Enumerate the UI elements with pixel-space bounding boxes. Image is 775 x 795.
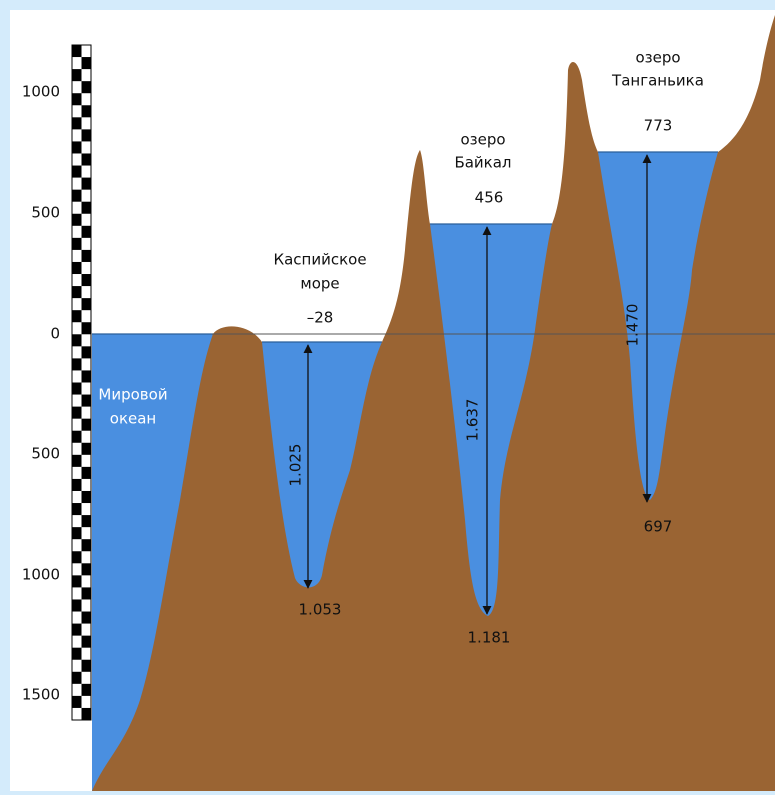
scale-check [72,117,82,130]
surface-lines [92,151,718,343]
scale-check [81,683,91,696]
scale-check [81,129,91,142]
scale-check [81,249,91,262]
scale-check [81,611,91,624]
scale-check [72,503,82,516]
scale-check [72,575,82,588]
scale-check [81,81,91,94]
depth-label: 1.470 [624,304,642,347]
scale-check [72,93,82,106]
scale-check [72,237,82,250]
scale-check [81,707,91,720]
scale-check [81,177,91,190]
scale-check [81,346,91,359]
bottom-level: 1.181 [468,629,511,647]
surface-level: –28 [307,309,334,327]
lake-name: Байкал [454,154,511,172]
scale-check [81,659,91,672]
surface-level: 773 [644,117,673,135]
scale-check [72,358,82,371]
ocean-label: океан [110,410,156,428]
scale-check [72,551,82,564]
scale-check [81,515,91,528]
bottom-level: 1.053 [299,601,342,619]
scale-check [72,286,82,299]
lake-name: море [300,275,339,293]
scale-label: 500 [31,445,60,463]
depth-arrows [303,154,652,615]
scale-check [81,225,91,238]
scale-check [72,671,82,684]
scale-check [72,695,82,708]
lake-name: озеро [635,49,680,67]
scale-check [72,406,82,419]
bottom-level: 697 [644,518,673,536]
scale-check [81,322,91,335]
terrain [92,15,775,791]
lake-name: Каспийское [273,251,366,269]
scale-label: 1500 [22,686,60,704]
scale-check [72,647,82,660]
scale-check [72,599,82,612]
scale-check [81,394,91,407]
scale-check [72,213,82,226]
scale-check [72,310,82,323]
scale-check [81,105,91,118]
scale-check [72,189,82,202]
scale-check [72,261,82,275]
scale-label: 1000 [22,566,60,584]
scale-check [72,45,82,58]
scale-check [81,490,91,504]
scale-label: 1000 [22,83,60,101]
scale-check [81,635,91,648]
scale-label: 0 [50,325,60,343]
scale-check [81,370,91,383]
scale-check [72,141,82,154]
ocean-label: Мировой [98,386,167,404]
surface-level: 456 [475,189,504,207]
scale-check [81,587,91,600]
scale-checks [72,45,91,720]
scale-label: 500 [31,204,60,222]
lake-name: Танганьика [611,72,704,90]
scale-check [72,478,82,491]
scale-check [81,298,91,311]
scale-check [72,623,82,636]
scale-check [72,382,82,395]
lake-name: озеро [460,131,505,149]
scale-check [72,165,82,178]
depth-label: 1.025 [287,444,305,487]
scale-check [81,153,91,166]
scale-check [81,563,91,576]
scale-check [81,418,91,431]
scale-check [72,527,82,540]
scale-check [72,430,82,443]
scale-check [81,539,91,552]
scale-check [81,201,91,214]
scale-check [81,466,91,479]
scale-check [72,454,82,467]
scale-check [72,69,82,82]
depth-label: 1.637 [464,399,482,442]
scale-check [81,442,91,455]
scale-check [81,57,91,70]
scale-check [81,274,91,287]
scale-check [72,334,82,347]
